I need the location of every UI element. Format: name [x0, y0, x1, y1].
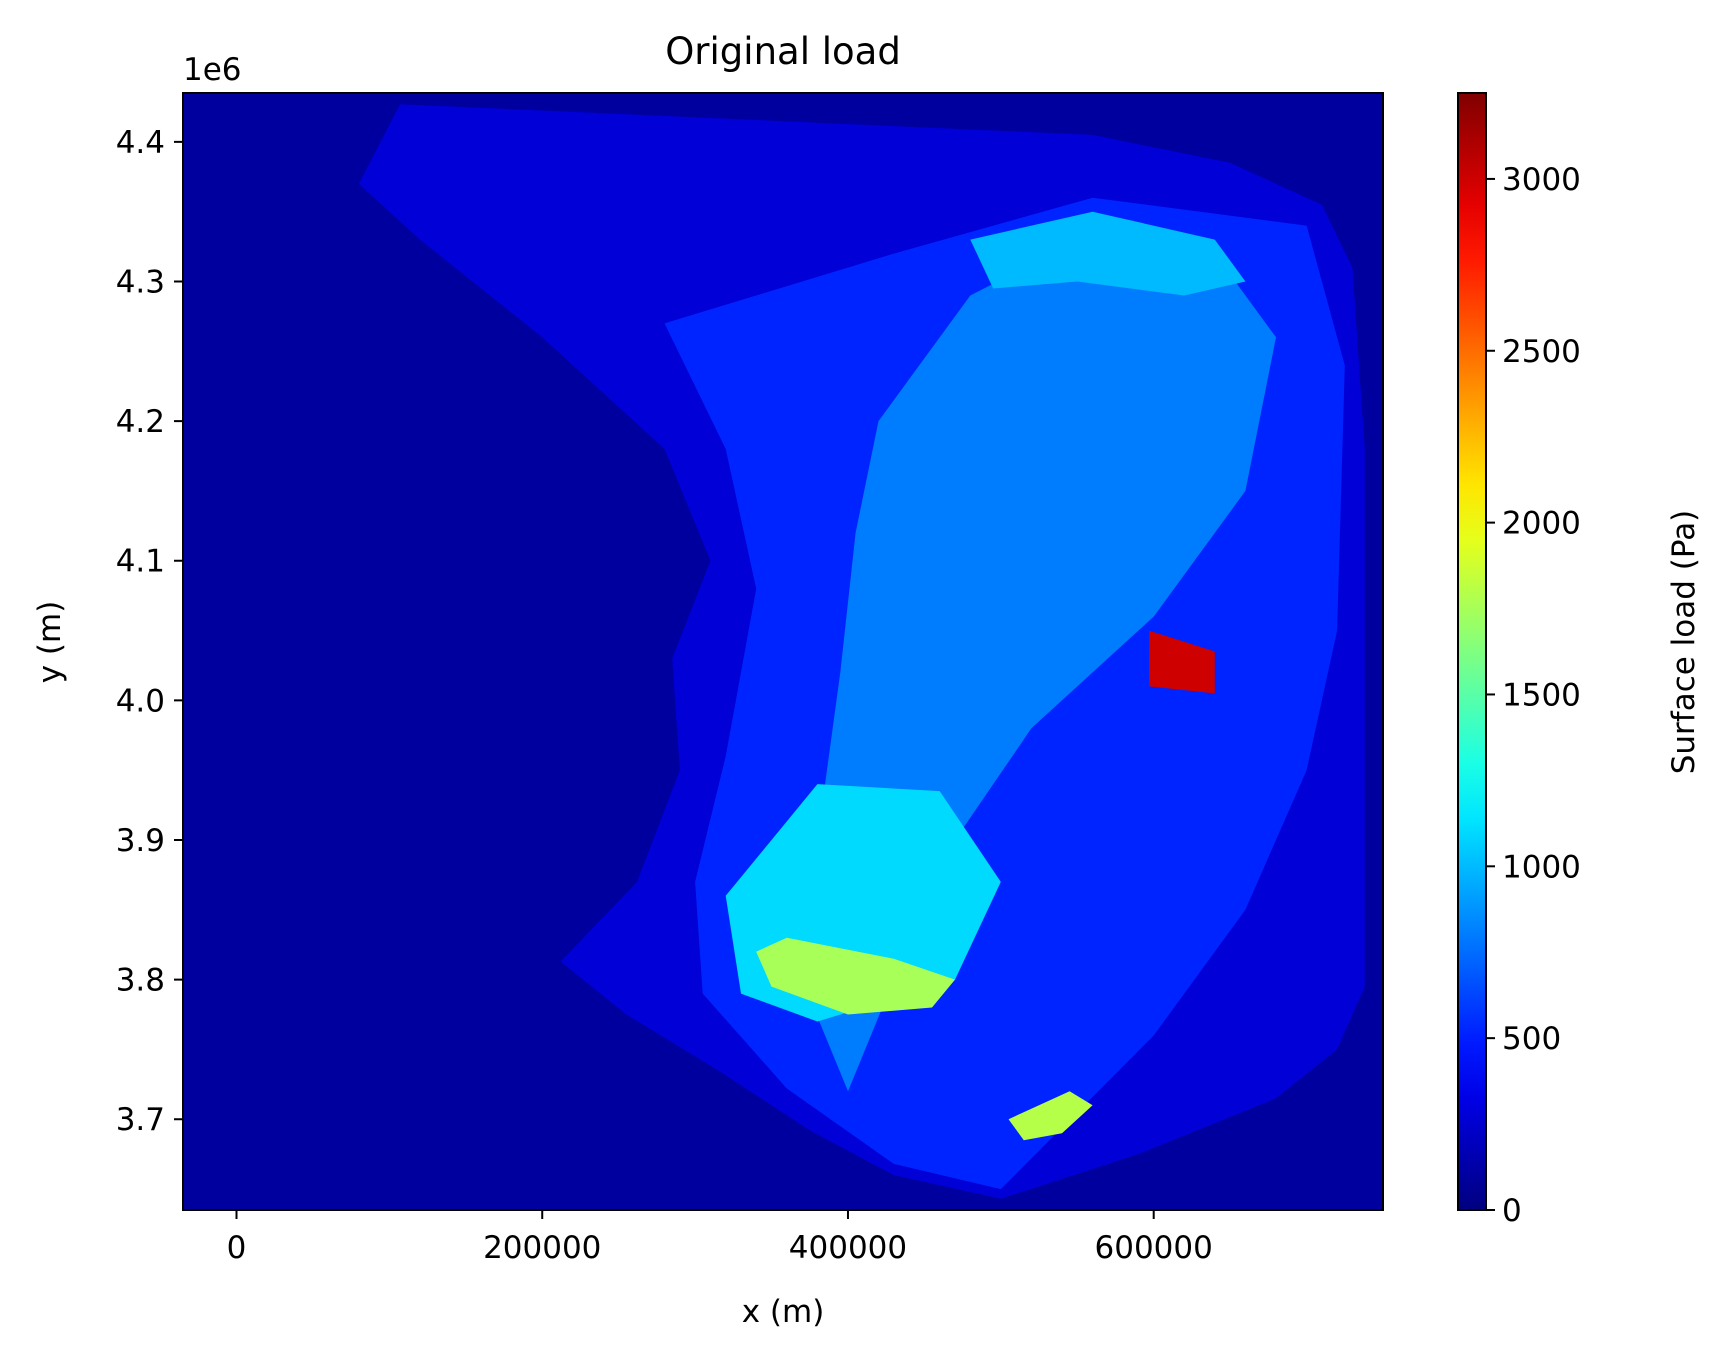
colorbar-tick-label: 0: [1502, 1193, 1522, 1229]
colorbar: [1457, 92, 1487, 1211]
y-tick-label: 4.4: [116, 125, 165, 161]
y-tick-label: 3.7: [116, 1102, 165, 1138]
y-tick-label: 3.9: [116, 823, 165, 859]
colorbar-tick-label: 3000: [1502, 162, 1581, 198]
y-tick-label: 4.0: [116, 683, 165, 719]
y-tick-label: 4.2: [116, 404, 165, 440]
plot-area: [183, 93, 1383, 1210]
y-tick-label: 3.8: [116, 963, 165, 999]
colorbar-tick-label: 2500: [1502, 334, 1581, 370]
colorbar-label: Surface load (Pa): [1666, 510, 1702, 775]
x-tick-label: 400000: [789, 1230, 907, 1266]
x-axis-title: x (m): [742, 1294, 825, 1330]
x-tick-label: 600000: [1095, 1230, 1213, 1266]
plot-frame: [182, 92, 1384, 1211]
x-tick-label: 0: [227, 1230, 247, 1266]
heatmap-region-south-cyan: [1008, 1091, 1093, 1141]
heatmap-region-southwest-cyan: [756, 937, 955, 1015]
y-tick-label: 4.1: [116, 544, 165, 580]
colorbar-axis: 0 500 1000 1500 2000 2500 3000: [1486, 162, 1581, 1229]
y-axis: 3.7 3.8 3.9 4.0 4.1 4.2 4.3 4.4: [116, 125, 183, 1138]
chart-title: Original load: [665, 30, 901, 73]
colorbar-tick-label: 2000: [1502, 506, 1581, 542]
y-axis-offset-label: 1e6: [183, 52, 242, 88]
y-tick-label: 4.3: [116, 264, 165, 300]
x-tick-label: 200000: [483, 1230, 601, 1266]
y-axis-title: y (m): [32, 601, 68, 684]
colorbar-tick-label: 1500: [1502, 677, 1581, 713]
colorbar-tick-label: 1000: [1502, 849, 1581, 885]
colorbar-tick-label: 500: [1502, 1021, 1561, 1057]
heatmap-region-east-blue-spot: [1149, 630, 1215, 694]
heatmap-region-north-yellow: [970, 211, 1246, 296]
x-axis: 0 200000 400000 600000: [227, 1210, 1213, 1266]
